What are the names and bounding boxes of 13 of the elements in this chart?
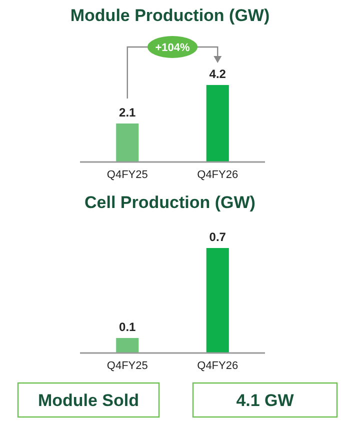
x-tick-label: Q4FY26 [197, 168, 238, 181]
text: 4.1 GW [236, 391, 295, 410]
x-tick-label: Q4FY25 [106, 168, 148, 181]
data-label: 2.1 [119, 106, 136, 120]
x-tick-label: Q4FY25 [106, 360, 148, 372]
x-tick-label: Q4FY26 [197, 360, 238, 372]
text: Module Sold [38, 391, 140, 410]
data-label: 4.2 [209, 67, 226, 81]
data-label: 0.1 [119, 320, 136, 334]
text: +104% [155, 42, 190, 54]
chart-title: Module Production (GW) [70, 6, 270, 25]
data-label: 0.7 [209, 230, 226, 244]
chart-title: Cell Production (GW) [84, 193, 256, 212]
